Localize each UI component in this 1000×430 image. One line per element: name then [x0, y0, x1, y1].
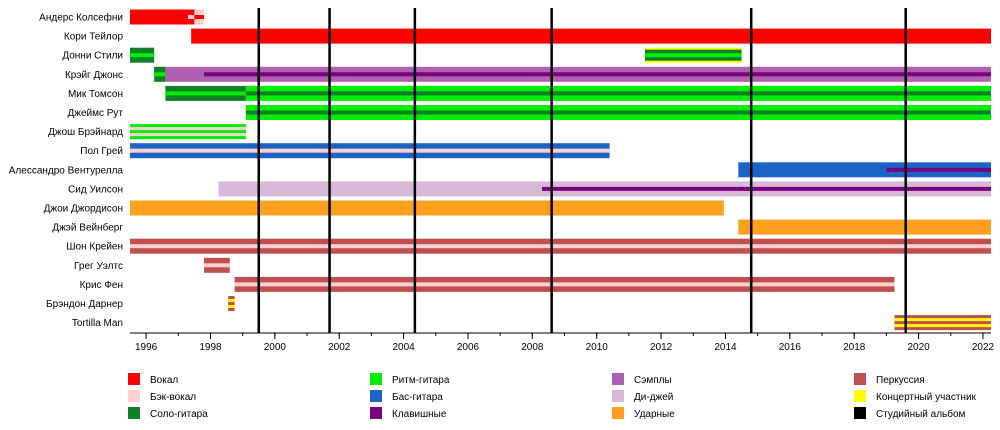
tick-label: 2014: [714, 342, 737, 353]
member-bar-stripe: [130, 148, 610, 153]
legend-swatch: [612, 407, 624, 419]
legend-swatch: [854, 407, 866, 419]
member-bar-stripe: [130, 127, 246, 131]
member-label: Джеймс Рут: [67, 108, 123, 119]
member-label: Джои Джордисон: [44, 204, 123, 215]
album-line: [328, 8, 331, 333]
member-bar-stripe: [894, 324, 991, 328]
member-bar: [541, 186, 991, 191]
tick-label: 2002: [328, 342, 351, 353]
member-bar-stripe: [228, 305, 235, 308]
legend-label: Перкуссия: [876, 375, 925, 386]
member-bar-stripe: [234, 282, 895, 287]
member-bar-stripe: [187, 15, 195, 19]
member-label: Крэйг Джонс: [65, 70, 123, 81]
member-bar: [204, 72, 991, 77]
legend-swatch: [854, 373, 866, 385]
tick-label: 2006: [457, 342, 480, 353]
member-label: Сид Уилсон: [68, 184, 123, 195]
legend-swatch: [370, 390, 382, 402]
member-label: Андерс Колсефни: [39, 12, 123, 24]
member-bar: [228, 296, 235, 311]
tick-label: 2020: [907, 342, 930, 353]
legend-label: Бэк-вокал: [150, 392, 196, 403]
member-label: Шон Крейен: [66, 242, 123, 253]
member-label: Донни Стили: [62, 51, 123, 62]
legend-label: Сэмплы: [634, 375, 672, 386]
album-line: [413, 8, 417, 333]
member-bar-stripe: [154, 72, 166, 77]
member-label: Грег Уэлтс: [74, 261, 123, 272]
tick-label: 2018: [843, 342, 866, 353]
tick-label: 2012: [650, 342, 673, 353]
tick-label: 2008: [521, 342, 544, 353]
tick-label: 1996: [135, 342, 158, 353]
member-label: Мик Томсон: [68, 89, 123, 100]
legend-label: Студийный альбом: [876, 408, 966, 420]
member-label: Пол Грей: [80, 146, 123, 157]
legend-label: Клавишные: [392, 409, 447, 420]
member-bar-stripe: [130, 133, 246, 137]
member-bar: [130, 124, 246, 140]
album-line: [257, 8, 260, 333]
member-labels: Андерс Колсефни Кори Тейлор Донни Стили Крэ…: [9, 12, 124, 330]
legend-swatch: [128, 373, 140, 385]
legend-swatch: [370, 407, 382, 419]
member-label: Брэндон Дарнер: [46, 299, 123, 310]
tick-label: 2004: [392, 342, 415, 353]
member-bar-stripe: [228, 299, 235, 302]
legend-label: Ударные: [634, 409, 675, 420]
member-bar-stripe: [130, 244, 991, 249]
legend-label: Соло-гитара: [150, 409, 208, 420]
member-bar: [738, 219, 991, 235]
legend-swatch: [128, 390, 140, 402]
tick-label: 2000: [264, 342, 287, 353]
tick-label: 2022: [972, 342, 995, 353]
member-label: Алессандро Вентурелла: [9, 165, 124, 176]
member-label: Крис Фен: [80, 280, 123, 291]
member-bar: [130, 200, 724, 216]
legend: Вокал Бэк-вокал Соло-гитара Ритм-гитара Бас-…: [128, 373, 977, 420]
member-bar: [886, 167, 991, 172]
member-bar: [894, 315, 991, 331]
legend-swatch: [854, 390, 866, 402]
member-bar-stripe: [245, 91, 991, 96]
legend-label: Бас-гитара: [392, 392, 443, 403]
member-label: Tortilla Man: [72, 318, 123, 329]
legend-label: Концертный участник: [876, 392, 977, 403]
album-line: [904, 8, 907, 333]
member-bar-stripe: [644, 53, 742, 58]
album-lines: [257, 8, 907, 333]
member-label: Джэй Вейнберг: [52, 222, 123, 234]
legend-swatch: [612, 373, 624, 385]
legend-swatch: [128, 407, 140, 419]
tick-label: 2016: [779, 342, 802, 353]
legend-swatch: [370, 373, 382, 385]
member-bar-stripe: [194, 15, 205, 19]
member-bar-stripe: [204, 263, 230, 268]
member-bar-stripe: [894, 318, 991, 322]
member-bar: [738, 162, 991, 178]
tick-label: 2010: [586, 342, 609, 353]
member-label: Джош Брэйнард: [48, 127, 123, 138]
member-label: Кори Тейлор: [64, 32, 124, 43]
album-line: [550, 8, 553, 333]
member-bar: [191, 28, 991, 44]
legend-swatch: [612, 390, 624, 402]
legend-label: Вокал: [150, 375, 178, 386]
member-bar-stripe: [165, 91, 246, 96]
member-bars: [130, 9, 991, 331]
tick-label: 1998: [199, 342, 222, 353]
legend-label: Ритм-гитара: [392, 375, 450, 386]
member-bar-stripe: [245, 110, 991, 115]
album-line: [749, 8, 753, 333]
member-bar: [130, 9, 195, 25]
legend-label: Ди-джей: [634, 392, 673, 403]
member-bar-stripe: [130, 53, 155, 58]
x-axis: 1996 1998 2000 2002 2004 2006 2008 2010 2012 2014…: [130, 332, 995, 353]
